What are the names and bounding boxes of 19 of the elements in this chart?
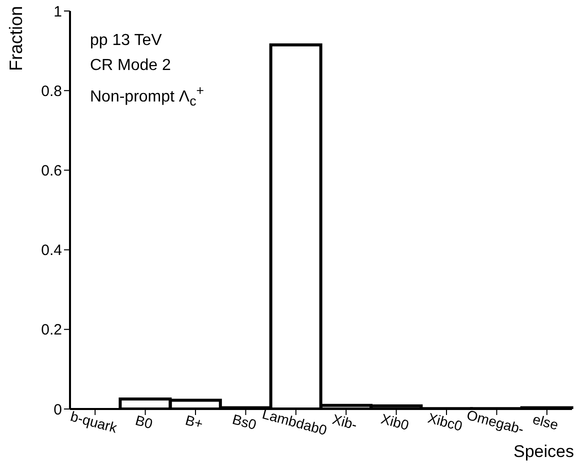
x-axis-title: Speices: [514, 442, 574, 462]
x-tick-label: B0: [134, 412, 155, 432]
annotation: CR Mode 2: [90, 56, 172, 76]
y-tick-label: 0: [54, 401, 62, 418]
x-tick-label: Xibc0: [426, 410, 464, 434]
x-tick-label: else: [531, 410, 560, 433]
y-tick-label: 0.8: [41, 82, 62, 100]
x-tick-label: Xib-: [330, 410, 360, 433]
x-tick-label: B+: [184, 412, 205, 432]
y-tick-label: 0.4: [41, 242, 62, 260]
x-tick-label: Omegab-: [465, 406, 526, 438]
annotation: pp 13 TeV: [90, 31, 163, 51]
x-tick-label: b-quark: [68, 408, 120, 436]
y-tick-label: 0.2: [41, 322, 62, 339]
x-tick-label: Xib0: [379, 410, 411, 434]
y-axis-title: Fraction: [6, 6, 27, 72]
x-tick-label: Bs0: [230, 410, 258, 433]
y-tick-label: 0.6: [41, 162, 62, 180]
y-tick-label: 1: [54, 3, 62, 20]
